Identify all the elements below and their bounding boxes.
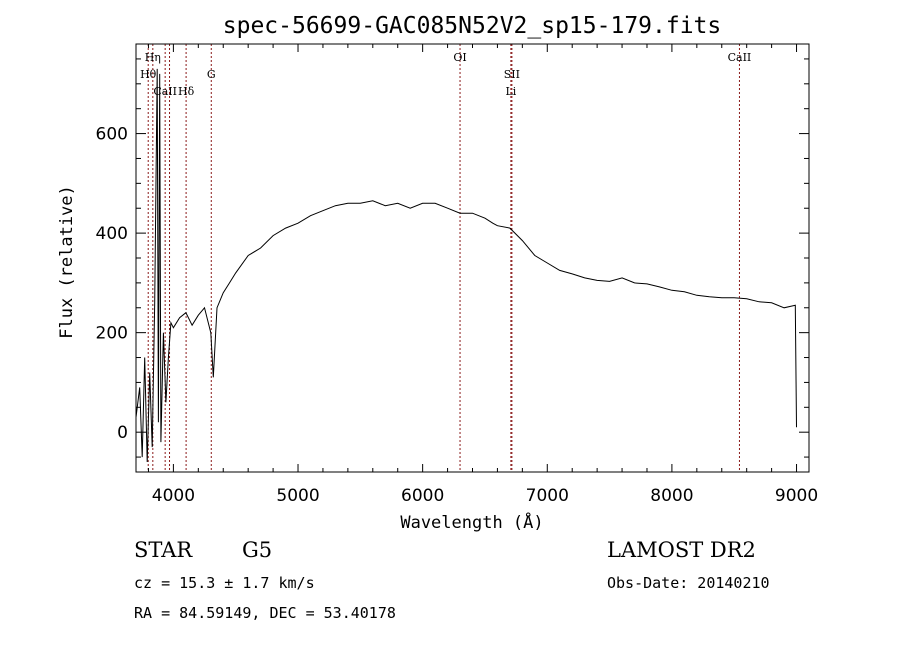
x-axis: 4000 5000 6000 7000 8000 9000 [147,44,818,506]
spectral-line-label: Li [505,85,516,98]
y-axis: 0 200 400 600 [96,58,809,458]
y-tick-label: 200 [96,324,128,344]
spectral-line-label: SII [504,68,520,81]
x-tick-label: 7000 [526,486,569,506]
y-tick-label: 0 [117,423,128,443]
y-tick-label: 600 [96,125,128,145]
chart-title: spec-56699-GAC085N52V2_sp15-179.fits [223,13,722,39]
spectral-line-label: G [207,68,216,81]
spectral-line-label: CaII [728,51,752,64]
x-tick-label: 4000 [152,486,195,506]
x-tick-label: 6000 [401,486,444,506]
spectral-line-label: Hδ [178,85,195,98]
survey-name: LAMOST DR2 [607,538,756,562]
redshift-text: cz = 15.3 ± 1.7 km/s [134,574,315,592]
object-class: STAR [134,538,193,562]
object-subclass: G5 [242,538,273,562]
plot-frame [135,43,810,473]
spectral-line-label: Hη [145,51,161,64]
y-axis-label: Flux (relative) [57,185,77,339]
x-tick-label: 9000 [775,486,818,506]
spectrum-series-line [135,68,797,463]
y-tick-label: 400 [96,224,128,244]
x-tick-label: 8000 [650,486,693,506]
spectral-line-label: Hθ [140,68,157,81]
x-tick-label: 5000 [276,486,319,506]
x-axis-label: Wavelength (Å) [400,511,543,533]
spectral-line-label: OI [453,51,466,64]
coordinates-text: RA = 84.59149, DEC = 53.40178 [134,604,396,622]
observation-date: Obs-Date: 20140210 [607,574,770,592]
